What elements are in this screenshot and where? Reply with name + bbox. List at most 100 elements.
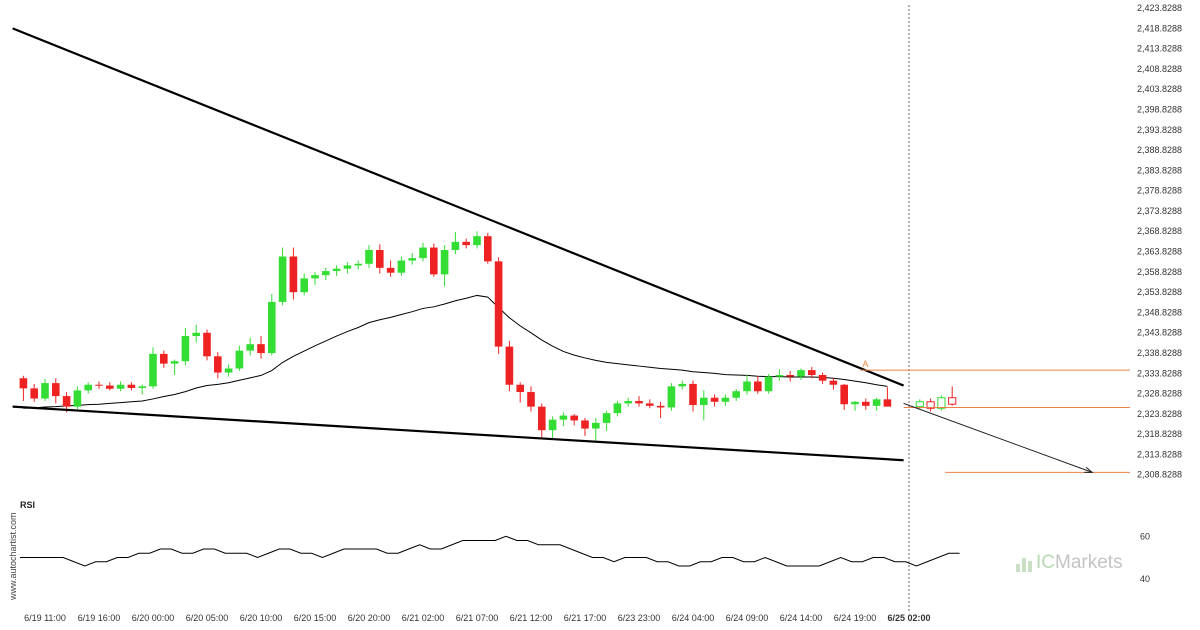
- candle-body: [41, 383, 49, 399]
- candle-body: [160, 353, 168, 364]
- candle-body: [365, 249, 373, 264]
- candle-up: [592, 418, 600, 441]
- candle-up: [224, 364, 233, 377]
- rsi-tick-label: 40: [1140, 574, 1150, 584]
- candle-down: [95, 381, 103, 389]
- candle-down: [127, 382, 136, 391]
- x-tick-label: 6/24 19:00: [834, 613, 877, 623]
- candle-body: [311, 275, 319, 279]
- x-tick-label: 6/24 04:00: [672, 613, 715, 623]
- candle-body: [635, 400, 643, 404]
- candle-body: [559, 415, 568, 420]
- candle-body: [851, 401, 859, 405]
- forecast-candle: [926, 398, 935, 412]
- x-tick-label: 6/21 17:00: [564, 613, 607, 623]
- candle-body: [408, 258, 416, 261]
- candle-body: [829, 380, 838, 385]
- candle-body: [451, 241, 460, 250]
- x-tick-label: 6/21 02:00: [402, 613, 445, 623]
- candle-body: [354, 263, 362, 266]
- candle-down: [786, 370, 794, 382]
- candle-body: [538, 406, 546, 431]
- y-tick-label: 2,323.8288: [1137, 409, 1182, 419]
- candle-up: [332, 265, 341, 276]
- candle-up: [322, 267, 330, 281]
- x-tick-label: 6/24 14:00: [780, 613, 823, 623]
- x-tick-label: 6/19 16:00: [78, 613, 121, 623]
- candle-down: [376, 244, 384, 274]
- candle-down: [646, 399, 654, 409]
- candle-body: [494, 261, 503, 347]
- candle-body: [754, 381, 762, 392]
- candle-up: [246, 337, 254, 356]
- x-tick-label: 6/23 23:00: [618, 613, 661, 623]
- forecast-overlay: A: [860, 359, 1130, 473]
- candle-body: [430, 247, 438, 275]
- candle-body: [343, 265, 352, 269]
- candle-up: [408, 253, 416, 265]
- candle-body: [386, 267, 395, 273]
- candle-up: [451, 232, 460, 255]
- y-tick-label: 2,368.8288: [1137, 226, 1182, 236]
- candle-body: [743, 381, 751, 392]
- candle-down: [462, 238, 470, 249]
- x-tick-label: 6/20 00:00: [132, 613, 175, 623]
- forecast-arrow-line: [903, 402, 1093, 473]
- candle-body: [170, 361, 179, 364]
- candle-body: [203, 332, 211, 357]
- candle-down: [505, 340, 514, 392]
- candle-body: [322, 271, 330, 276]
- candle-body: [808, 370, 816, 375]
- y-tick-label: 2,393.8288: [1137, 125, 1182, 135]
- moving-average-line: [23, 294, 888, 409]
- candle-body: [52, 383, 60, 397]
- candle-body: [656, 405, 665, 408]
- forecast-arrow-head: [1084, 466, 1094, 473]
- candle-up: [354, 260, 362, 270]
- brand-logo: IC Markets: [1016, 551, 1123, 575]
- candle-body: [505, 346, 514, 385]
- y-tick-label: 2,398.8288: [1137, 104, 1182, 114]
- candle-body: [516, 384, 524, 393]
- rsi-title: RSI: [20, 500, 35, 510]
- candle-body: [19, 378, 28, 389]
- rsi-panel: RSI 60 40: [20, 500, 1150, 584]
- candle-body: [224, 368, 233, 373]
- candle-up: [721, 394, 730, 406]
- candle-body: [797, 370, 805, 377]
- y-tick-label: 2,383.8288: [1137, 165, 1182, 175]
- candle-down: [516, 382, 524, 403]
- moving-average: [23, 294, 888, 409]
- candle-up: [278, 247, 287, 306]
- y-tick-label: 2,353.8288: [1137, 287, 1182, 297]
- pattern-lines: [12, 27, 905, 462]
- candle-down: [862, 398, 870, 410]
- y-tick-label: 2,348.8288: [1137, 307, 1182, 317]
- candle-body: [116, 384, 125, 389]
- candle-down: [106, 382, 114, 391]
- candle-body: [397, 260, 406, 273]
- candle-up: [192, 324, 200, 343]
- candle-body: [862, 401, 870, 406]
- candle-body: [138, 386, 146, 388]
- candle-up: [732, 388, 740, 401]
- candle-down: [494, 257, 503, 354]
- candle-up: [851, 400, 859, 411]
- candle-body: [624, 400, 632, 404]
- candle-down: [52, 378, 60, 404]
- candle-down: [214, 352, 222, 379]
- candle-body: [419, 247, 427, 259]
- candle-body: [883, 399, 892, 407]
- candle-body: [915, 401, 924, 408]
- candle-body: [775, 374, 784, 377]
- candle-up: [268, 293, 276, 356]
- candle-up: [613, 400, 622, 417]
- x-tick-label: 6/19 11:00: [24, 613, 66, 623]
- x-tick-label: 6/20 05:00: [186, 613, 229, 623]
- candle-down: [430, 243, 438, 277]
- candle-down: [689, 380, 697, 412]
- candle-up: [181, 327, 190, 366]
- candle-up: [678, 380, 686, 390]
- candle-down: [30, 383, 38, 402]
